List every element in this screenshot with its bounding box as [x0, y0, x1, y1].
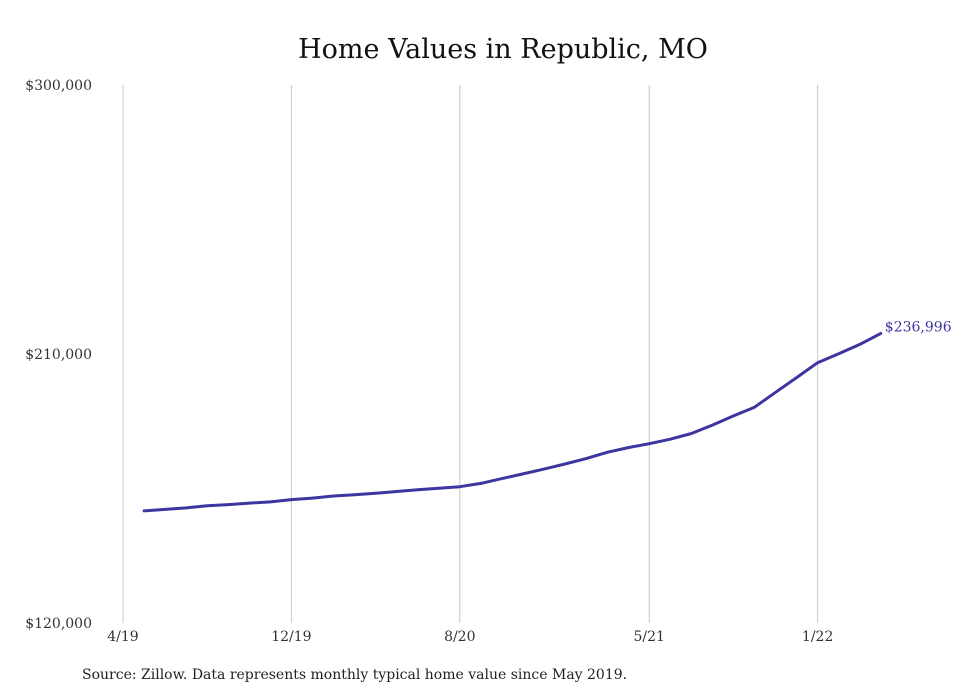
end-value-label: $236,996 [885, 319, 952, 335]
x-tick-label: 1/22 [802, 629, 833, 645]
y-tick-label: $120,000 [25, 616, 92, 632]
y-tick-label: $210,000 [25, 347, 92, 363]
series-group [142, 331, 883, 513]
x-tick-label: 12/19 [271, 629, 311, 645]
source-note: Source: Zillow. Data represents monthly … [82, 667, 628, 683]
y-tick-label: $300,000 [25, 78, 92, 94]
grid-lines [122, 85, 819, 623]
series-line [142, 331, 883, 513]
x-axis: 4/19 12/19 8/20 5/21 1/22 [107, 629, 833, 645]
chart-title: Home Values in Republic, MO [298, 34, 708, 65]
x-tick-label: 4/19 [107, 629, 138, 645]
x-tick-label: 5/21 [634, 629, 665, 645]
x-tick-label: 8/20 [444, 629, 475, 645]
y-axis: $300,000 $210,000 $120,000 [25, 78, 92, 632]
